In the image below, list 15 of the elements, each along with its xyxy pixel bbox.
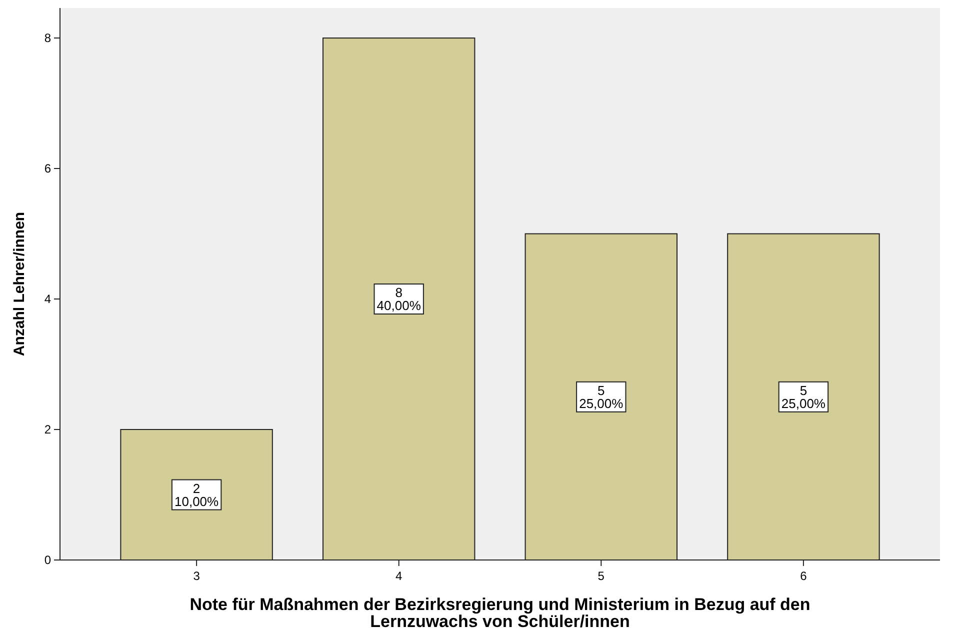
data-label: 2 10,00% bbox=[174, 480, 220, 509]
x-axis-title: Note für Maßnahmen der Bezirksregierung und Ministerium in Bezug auf den Lernzuwachs von Schüler/innen bbox=[190, 595, 810, 631]
y-axis-title: Anzahl Lehrer/innen bbox=[11, 212, 28, 356]
x-tick-label: 3 bbox=[193, 569, 200, 583]
y-tick-label: 2 bbox=[44, 422, 52, 437]
y-tick-label: 4 bbox=[44, 292, 52, 306]
y-tick-label: 6 bbox=[44, 162, 52, 176]
data-label: 5 25,00% bbox=[781, 382, 826, 411]
data-label: 5 25,00% bbox=[579, 382, 624, 411]
data-label: 8 40,00% bbox=[376, 285, 422, 314]
y-tick-label: 0 bbox=[44, 553, 52, 568]
y-tick-label: 8 bbox=[44, 31, 52, 46]
x-tick-label: 5 bbox=[598, 569, 605, 583]
x-tick-label: 4 bbox=[396, 569, 403, 583]
x-tick-label: 6 bbox=[800, 569, 808, 583]
